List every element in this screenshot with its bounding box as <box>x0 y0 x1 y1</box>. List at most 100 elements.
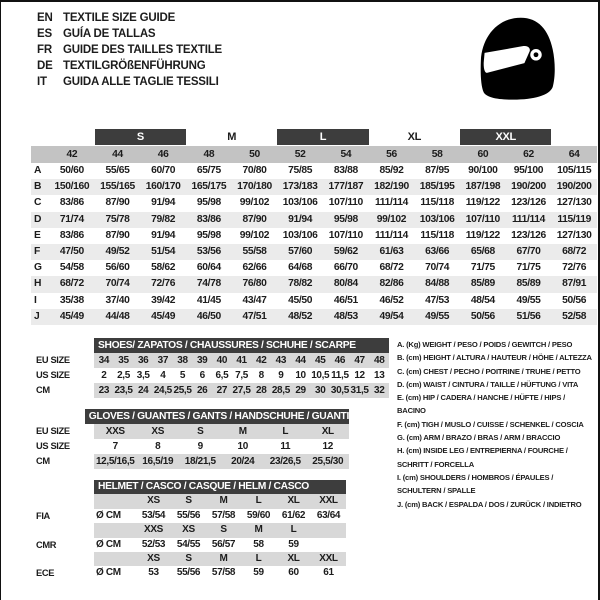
value-cell: 46 <box>334 355 346 366</box>
measure-cell: 41/45 <box>196 294 221 306</box>
value-cell: 3,5 <box>136 370 150 381</box>
measure-cell: 99/102 <box>376 213 407 225</box>
value-cell: 13 <box>374 370 385 381</box>
legend-item: G. (cm) ARM / BRAZO / BRAS / ARM / BRACC… <box>397 433 561 443</box>
measure-cell: 111/114 <box>374 197 409 209</box>
value-cell: 32 <box>374 385 385 396</box>
unit-cell <box>94 552 136 566</box>
measure-cell: 72/76 <box>562 262 587 274</box>
row-label: D <box>34 213 42 225</box>
measure-cell: 48/54 <box>470 294 495 306</box>
measure-cell: 91/94 <box>151 229 176 241</box>
measure-cell: 107/110 <box>328 229 364 241</box>
helmet-cells: XXS XS S M L <box>94 523 346 538</box>
value-cell: 45 <box>315 355 326 366</box>
shoes-cells: 23 23,5 24 24,5 25,5 26 27 27,5 28 28,5 29 30 30,5 31… <box>94 383 389 398</box>
value-cell: 26 <box>196 385 208 396</box>
measure-cell: 185/195 <box>419 181 455 193</box>
value-cell: 29 <box>295 385 306 396</box>
measure-cell: 91/94 <box>151 197 176 209</box>
measure-cell: 47/53 <box>425 294 450 306</box>
measure-cell: 67/70 <box>516 245 541 257</box>
value-cell: 28 <box>255 385 267 396</box>
value-cell: 61/62 <box>281 509 306 521</box>
measurement-legend: A. (Kg) WEIGHT / PESO / POIDS / GEWITCH … <box>397 338 593 511</box>
measure-cell: 47/50 <box>59 245 84 257</box>
measure-row-b: B 150/160 155/165 160/170 165/175 170/180 173/… <box>31 179 597 196</box>
value-cell: S <box>185 495 192 507</box>
legend-item: C. (cm) CHEST / PECHO / POITRINE / TRUHE… <box>397 366 581 376</box>
value-cell: 61 <box>323 567 334 579</box>
value-cell: S <box>185 552 192 564</box>
row-label-spacer <box>31 480 94 494</box>
value-cell: XXS <box>144 524 163 536</box>
measure-cell: 170/180 <box>237 181 272 193</box>
shoes-row-eu-size: EU SIZE 34 35 36 37 38 39 40 41 42 43 44 45 46 47 48 <box>31 353 389 368</box>
value-cell: 41 <box>236 355 247 366</box>
value-cell: XS <box>151 426 165 437</box>
gloves-row-us-size: US SIZE 7 8 9 10 11 12 <box>31 439 349 454</box>
helmet-cells: XS S M L XL XXL <box>94 551 346 567</box>
measure-cell: 95/100 <box>513 165 544 176</box>
row-label: B <box>34 181 42 193</box>
measure-cell: 60/70 <box>151 165 176 176</box>
size-cell: 64 <box>568 149 580 160</box>
size-band-xl: XL <box>407 131 422 143</box>
language-title-block: EN TEXTILE SIZE GUIDE ES GUÍA DE TALLAS … <box>37 10 222 90</box>
value-cell: XL <box>287 552 300 564</box>
measure-cell: 52/58 <box>562 310 587 322</box>
value-cell: M <box>219 495 228 507</box>
value-cell: XS <box>147 495 160 507</box>
row-label: FIA <box>36 510 50 521</box>
measure-cell: 95/98 <box>333 213 358 225</box>
value-cell: 2 <box>101 370 107 381</box>
measure-cell: 37/40 <box>105 294 130 306</box>
measure-cell: 182/190 <box>374 181 409 193</box>
shoes-size-table: SHOES/ ZAPATOS / CHAUSSURES / SCHUHE / S… <box>31 338 389 398</box>
row-label-spacer <box>31 409 85 424</box>
value-cell: 27 <box>216 385 228 396</box>
measure-cell: 87/95 <box>425 165 450 176</box>
measure-cell: 70/74 <box>105 278 130 290</box>
measure-cell: 78/82 <box>288 278 313 290</box>
value-cell: 34 <box>98 355 110 366</box>
lang-code: EN <box>37 12 53 24</box>
measure-cell: 84/88 <box>425 278 450 290</box>
value-cell: 11 <box>280 441 291 452</box>
measure-cell: 66/70 <box>333 262 358 274</box>
legend-item: A. (Kg) WEIGHT / PESO / POIDS / GEWITCH … <box>397 340 573 349</box>
value-cell: 48 <box>374 355 385 366</box>
row-label: CM <box>36 456 50 466</box>
value-cell: 4 <box>160 370 166 381</box>
value-cell: 43 <box>275 355 287 366</box>
unit-cell: Ø CM <box>96 509 121 521</box>
measure-cell: 51/54 <box>151 245 176 257</box>
size-cell: 54 <box>340 149 352 160</box>
value-cell: M <box>254 524 263 536</box>
value-cell: 59/60 <box>246 509 271 521</box>
value-cell: 35 <box>118 355 129 366</box>
measure-cell: 103/106 <box>419 213 455 225</box>
measure-row-c: C 83/86 87/90 91/94 95/98 99/102 103/106 107/11… <box>31 195 597 211</box>
value-cell: 23/26,5 <box>269 456 301 467</box>
helmet-cells: Ø CM 52/53 54/55 56/57 58 59 <box>94 538 346 552</box>
legend-item: E. (cm) HIP / CADERA / HANCHE / HÜFTE / … <box>397 393 566 416</box>
gloves-row-eu-size: EU SIZE XXS XS S M L XL <box>31 424 349 439</box>
value-cell: 55/56 <box>176 567 201 579</box>
value-cell: 18/21,5 <box>184 456 216 467</box>
value-cell: XXL <box>319 495 338 507</box>
measure-cell: 72/76 <box>151 278 176 290</box>
lang-title: GUIDA ALLE TAGLIE TESSILI <box>63 76 219 88</box>
size-cell: 42 <box>66 149 78 160</box>
value-cell: 30,5 <box>330 385 349 396</box>
row-label: CM <box>36 385 50 395</box>
row-label: US SIZE <box>36 370 70 380</box>
measure-cell: 85/89 <box>516 278 541 290</box>
measure-cell: 99/102 <box>239 197 270 209</box>
measure-cell: 83/86 <box>59 197 84 209</box>
measure-cell: 83/88 <box>333 165 358 176</box>
lang-code: IT <box>37 76 47 88</box>
value-cell: XL <box>287 495 300 507</box>
value-cell: XXL <box>319 552 338 564</box>
